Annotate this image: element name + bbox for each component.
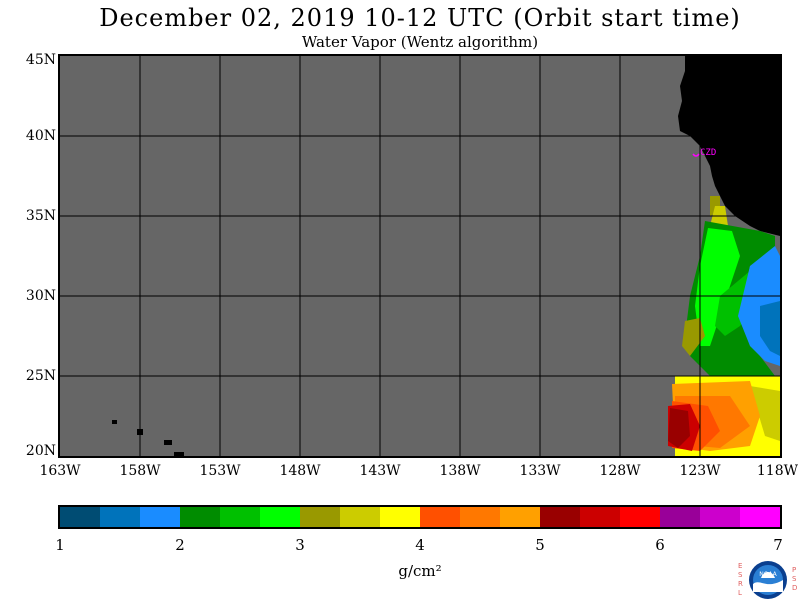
lon-label-148w: 148W [279, 463, 321, 479]
colorbar-segment [60, 507, 100, 527]
svg-text:NOAA: NOAA [759, 571, 777, 578]
lat-label-25n: 25N [25, 368, 56, 384]
colorbar-segment [700, 507, 740, 527]
hawaii-island-hawaii [174, 452, 184, 456]
water-vapor-swath [668, 196, 780, 456]
map-svg: CZD [60, 56, 780, 456]
colorbar-segment [420, 507, 460, 527]
colorbar-label-7: 7 [773, 536, 783, 554]
colorbar-segment [260, 507, 300, 527]
lat-label-35n: 35N [25, 208, 56, 224]
colorbar-segment [300, 507, 340, 527]
lon-label-153w: 153W [199, 463, 241, 479]
north-america-land [678, 56, 780, 236]
lon-label-123w: 123W [679, 463, 721, 479]
lon-label-118w: 118W [756, 463, 798, 479]
colorbar-label-3: 3 [295, 536, 305, 554]
colorbar-segment [500, 507, 540, 527]
lon-label-143w: 143W [359, 463, 401, 479]
lat-label-45n: 45N [25, 52, 56, 68]
colorbar-segment [180, 507, 220, 527]
colorbar-segment [580, 507, 620, 527]
hawaii-island-maui [164, 440, 172, 445]
colorbar-segment [140, 507, 180, 527]
map-title: December 02, 2019 10-12 UTC (Orbit start… [99, 4, 741, 32]
colorbar-segment [460, 507, 500, 527]
map-subtitle: Water Vapor (Wentz algorithm) [301, 33, 539, 51]
noaa-emblem-icon: NOAA [749, 561, 787, 599]
colorbar-segment [340, 507, 380, 527]
station-label: CZD [700, 148, 716, 158]
colorbar-label-4: 4 [415, 536, 425, 554]
colorbar-label-6: 6 [655, 536, 665, 554]
colorbar-label-2: 2 [175, 536, 185, 554]
lat-label-20n: 20N [25, 443, 56, 459]
lon-label-133w: 133W [519, 463, 561, 479]
colorbar-unit: g/cm² [398, 562, 442, 580]
colorbar-segment [220, 507, 260, 527]
colorbar-segment [660, 507, 700, 527]
lon-label-158w: 158W [119, 463, 161, 479]
colorbar-segment [100, 507, 140, 527]
lat-label-30n: 30N [25, 288, 56, 304]
colorbar-label-5: 5 [535, 536, 545, 554]
lon-label-138w: 138W [439, 463, 481, 479]
colorbar [58, 505, 782, 529]
graticule [60, 56, 780, 456]
lon-label-163w: 163W [39, 463, 81, 479]
station-marker-czd: CZD [692, 148, 716, 158]
colorbar-segment [380, 507, 420, 527]
colorbar-label-1: 1 [55, 536, 65, 554]
colorbar-segment [540, 507, 580, 527]
colorbar-segment [620, 507, 660, 527]
hawaii-island-kauai [112, 420, 117, 424]
lon-label-128w: 128W [599, 463, 641, 479]
colorbar-segment [740, 507, 780, 527]
water-vapor-map: CZD [58, 54, 782, 458]
lat-label-40n: 40N [25, 128, 56, 144]
